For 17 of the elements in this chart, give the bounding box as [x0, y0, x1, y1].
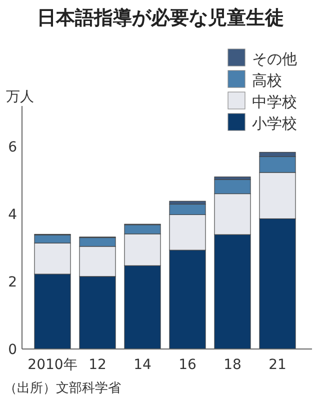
x-tick-label: 16 [178, 357, 196, 373]
legend-label: 中学校 [252, 93, 297, 111]
y-tick-label: 0 [8, 342, 17, 358]
x-tick-label: 18 [224, 357, 242, 373]
x-tick-label: 14 [134, 357, 152, 373]
y-tick-label: 4 [8, 207, 18, 223]
x-tick-label: 12 [88, 357, 106, 373]
legend-label: 高校 [252, 72, 282, 90]
x-tick-label: 21 [268, 357, 286, 373]
legend-label: 小学校 [252, 114, 297, 132]
x-tick-label: 2010年 [28, 357, 78, 373]
y-tick-label: 6 [8, 140, 18, 156]
y-tick-label: 2 [8, 274, 17, 290]
chart-title: 日本語指導が必要な児童生徒 [37, 7, 284, 29]
legend-label: その他 [252, 50, 297, 68]
text: （出所）文部科学省 [4, 381, 121, 396]
y-axis-title: 万人 [6, 89, 34, 105]
